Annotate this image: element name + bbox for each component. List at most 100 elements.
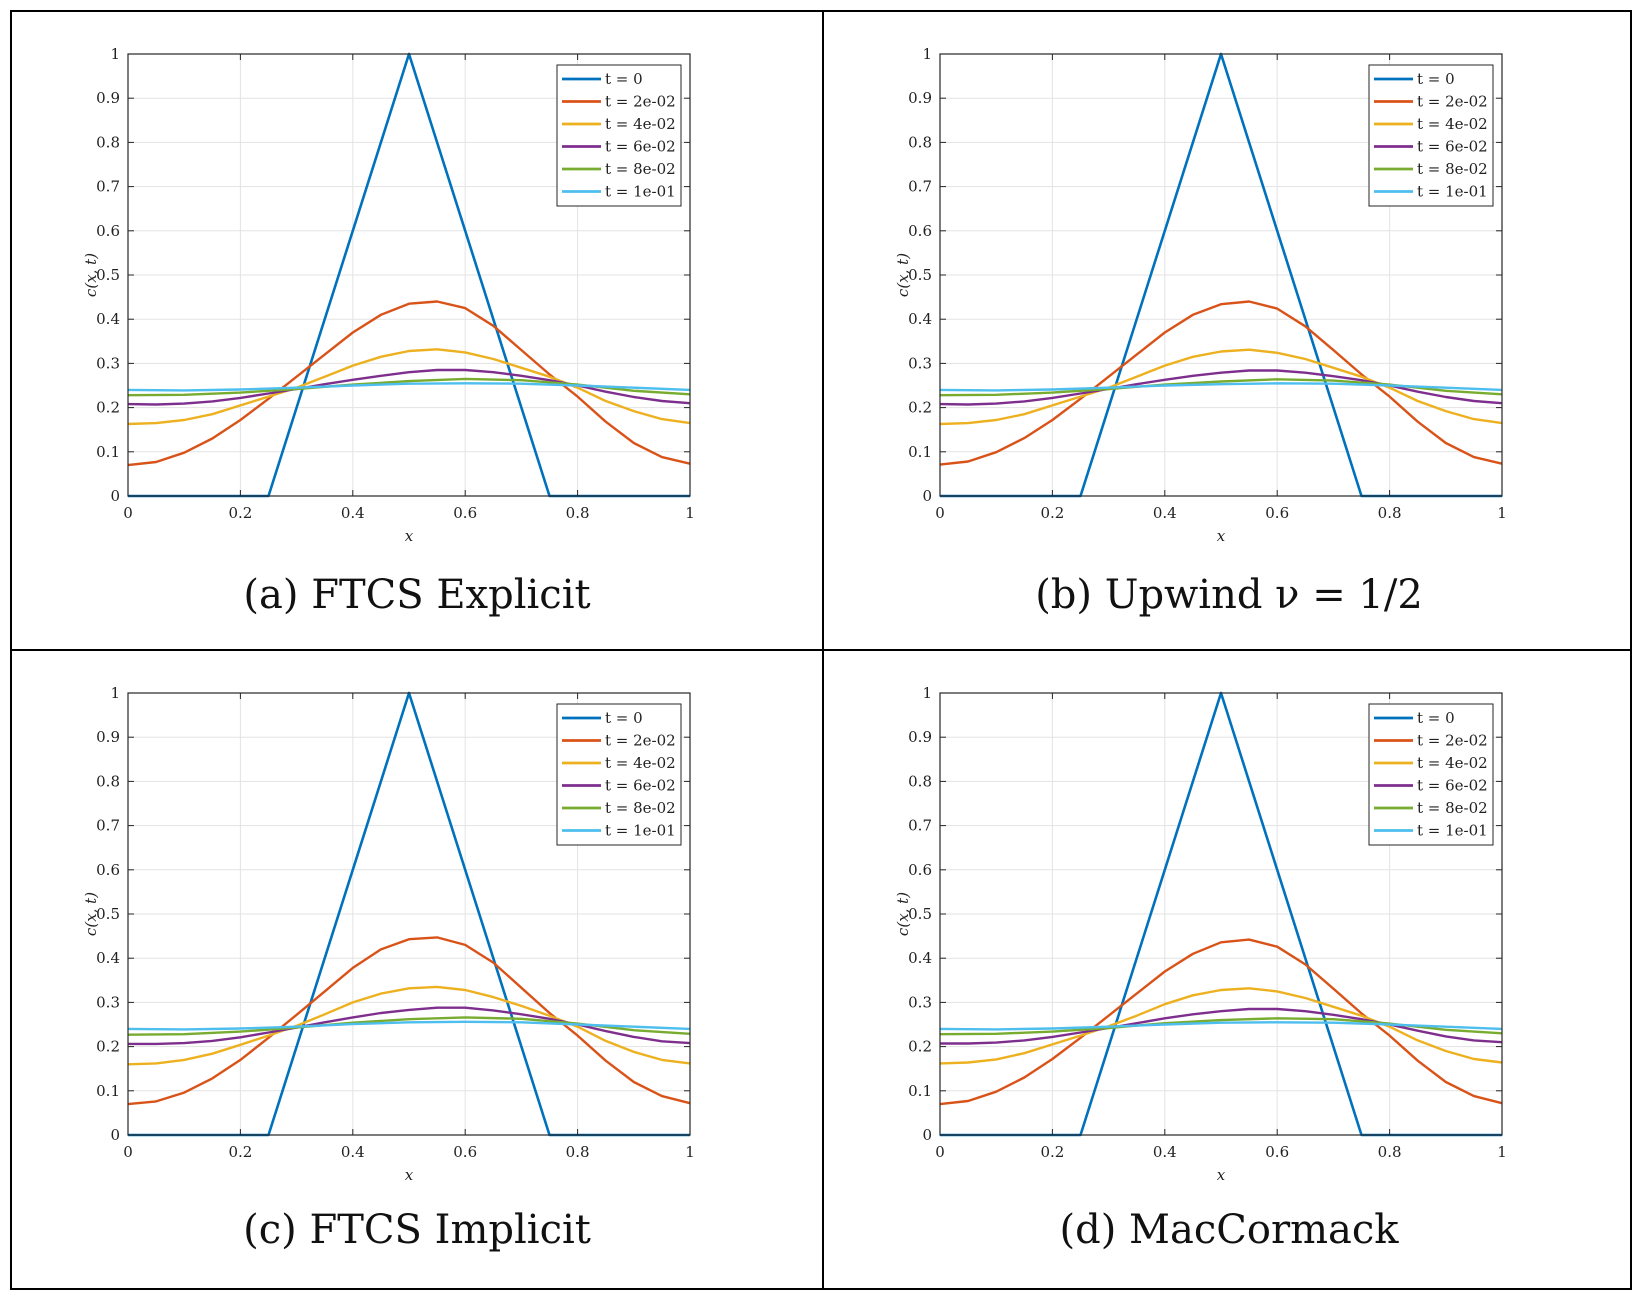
chart-0-series-line-5 [127, 382, 691, 392]
chart-2-xtick-label-2: 0.4 [341, 1143, 365, 1161]
chart-0-legend [556, 64, 682, 207]
chart-2-ytick-label-9: 0.9 [96, 728, 120, 746]
chart-2-xtick-label-1: 0.2 [228, 1143, 252, 1161]
chart-3-ylabel: c(x, t) [894, 892, 912, 936]
chart-0-ytick-label-7: 0.7 [96, 178, 120, 196]
chart-3-series-line-1 [939, 938, 1503, 1106]
chart-1-xlabel: x [1217, 527, 1226, 545]
chart-2-ytick-label-1: 0.1 [96, 1082, 120, 1100]
chart-1-ytick-label-5: 0.5 [908, 266, 932, 284]
chart-1-ytick-label-8: 0.8 [908, 133, 932, 151]
chart-0-xtick-label-0: 0 [123, 504, 133, 522]
chart-2-legend-label-2: t = 4e-02 [605, 754, 676, 772]
chart-0-series-line-3 [127, 368, 691, 406]
chart-1-legend-label-5: t = 1e-01 [1417, 183, 1488, 201]
chart-3-legend-label-1: t = 2e-02 [1417, 732, 1488, 750]
chart-0-ytick-label-3: 0.3 [96, 354, 120, 372]
chart-2-xtick-label-4: 0.8 [566, 1143, 590, 1161]
chart-1-series-line-1 [939, 300, 1503, 466]
chart-1-ytick-label-0: 0 [922, 487, 932, 505]
chart-3-xtick-label-5: 1 [1497, 1143, 1507, 1161]
chart-3-ytick-label-9: 0.9 [908, 728, 932, 746]
chart-1-legend-label-1: t = 2e-02 [1417, 93, 1488, 111]
chart-0-xtick-label-4: 0.8 [566, 504, 590, 522]
chart-0-xtick-label-3: 0.6 [453, 504, 477, 522]
chart-3-legend-label-4: t = 8e-02 [1417, 799, 1488, 817]
chart-0-legend-label-5: t = 1e-01 [605, 183, 676, 201]
chart-3-series-line-2 [939, 987, 1503, 1065]
chart-2-legend-label-4: t = 8e-02 [605, 799, 676, 817]
chart-3-legend-label-0: t = 0 [1417, 709, 1455, 727]
chart-1-legend-label-2: t = 4e-02 [1417, 115, 1488, 133]
chart-1-legend [1368, 64, 1494, 207]
chart-1-legend-label-0: t = 0 [1417, 70, 1455, 88]
chart-0-xtick-label-1: 0.2 [228, 504, 252, 522]
chart-d-svg: 0 0.2 0.4 0.6 0.8 1 0 0.1 0.2 0.3 0.4 0.5 0.6 0.7 0.8 0… [894, 684, 1507, 1184]
chart-1-ytick-label-6: 0.6 [908, 222, 932, 240]
chart-0-xtick-label-2: 0.4 [341, 504, 365, 522]
panel-b: 0 0.2 0.4 0.6 0.8 1 0 0.1 0.2 0.3 0.4 0.5 0.6 0.7 0.8 0… [824, 12, 1634, 648]
chart-0-legend-label-2: t = 4e-02 [605, 115, 676, 133]
chart-3-xtick-label-2: 0.4 [1153, 1143, 1177, 1161]
chart-1-xtick-label-3: 0.6 [1265, 504, 1289, 522]
chart-3-legend [1368, 703, 1494, 846]
chart-3-ytick-label-10: 1 [922, 684, 932, 702]
chart-3-xtick-label-4: 0.8 [1378, 1143, 1402, 1161]
chart-0-ytick-label-8: 0.8 [96, 133, 120, 151]
chart-2-ytick-label-2: 0.2 [96, 1038, 120, 1056]
chart-2-legend-label-0: t = 0 [605, 709, 643, 727]
chart-3-ytick-label-1: 0.1 [908, 1082, 932, 1100]
chart-0-legend-label-3: t = 6e-02 [605, 138, 676, 156]
chart-3-xtick-label-3: 0.6 [1265, 1143, 1289, 1161]
chart-1-ytick-label-9: 0.9 [908, 89, 932, 107]
chart-1-legend-label-4: t = 8e-02 [1417, 160, 1488, 178]
chart-1-ytick-label-2: 0.2 [908, 399, 932, 417]
chart-2-series-line-5 [127, 1020, 691, 1031]
chart-3-xtick-label-0: 0 [935, 1143, 945, 1161]
caption-c: (c) FTCS Implicit [12, 1207, 822, 1253]
chart-0-legend-label-4: t = 8e-02 [605, 160, 676, 178]
chart-2-xtick-label-3: 0.6 [453, 1143, 477, 1161]
chart-3-ytick-label-5: 0.5 [908, 905, 932, 923]
chart-2-series-line-3 [128, 1006, 691, 1046]
chart-3-legend-label-5: t = 1e-01 [1417, 822, 1488, 840]
chart-1-ytick-label-4: 0.4 [908, 310, 932, 328]
chart-2-ytick-label-10: 1 [110, 684, 120, 702]
chart-2-ytick-label-6: 0.6 [96, 861, 120, 879]
caption-c-method: FTCS Implicit [309, 1207, 591, 1253]
chart-3-ytick-label-6: 0.6 [908, 861, 932, 879]
chart-1-ylabel: c(x, t) [894, 253, 912, 297]
chart-c-svg: 0 0.2 0.4 0.6 0.8 1 0 0.1 0.2 0.3 0.4 0.5 0.6 0.7 0.8 0… [82, 684, 695, 1184]
chart-0-ylabel: c(x, t) [82, 253, 100, 297]
chart-2-legend-label-3: t = 6e-02 [605, 777, 676, 795]
chart-1-ytick-label-10: 1 [922, 45, 932, 63]
chart-1-ytick-label-7: 0.7 [908, 178, 932, 196]
chart-2-ytick-label-3: 0.3 [96, 993, 120, 1011]
panel-d: 0 0.2 0.4 0.6 0.8 1 0 0.1 0.2 0.3 0.4 0.5 0.6 0.7 0.8 0… [824, 651, 1634, 1287]
chart-1-series-line-5 [939, 382, 1503, 392]
chart-a-svg: 0 0.2 0.4 0.6 0.8 1 0 0.1 0.2 0.3 0.4 0.5 0.6 0.7 0.8 0… [82, 45, 695, 545]
chart-0-xtick-label-5: 1 [685, 504, 695, 522]
chart-3-ytick-label-8: 0.8 [908, 772, 932, 790]
caption-a-label: (a) [243, 572, 299, 618]
chart-2-xtick-label-0: 0 [123, 1143, 133, 1161]
chart-1-series-line-2 [939, 348, 1503, 426]
caption-a-method: FTCS Explicit [311, 572, 591, 618]
chart-3-ytick-label-3: 0.3 [908, 993, 932, 1011]
chart-2-legend-label-5: t = 1e-01 [605, 822, 676, 840]
chart-0-xlabel: x [405, 527, 414, 545]
chart-1-ytick-label-3: 0.3 [908, 354, 932, 372]
chart-1-legend-label-3: t = 6e-02 [1417, 138, 1488, 156]
chart-2-ytick-label-7: 0.7 [96, 817, 120, 835]
chart-2-series-line-2 [127, 985, 691, 1066]
chart-2-series-line-1 [127, 936, 691, 1106]
chart-1-xtick-label-1: 0.2 [1040, 504, 1064, 522]
caption-d-method: MacCormack [1129, 1207, 1399, 1253]
chart-1-xtick-label-5: 1 [1497, 504, 1507, 522]
chart-3-ytick-label-0: 0 [922, 1126, 932, 1144]
caption-a: (a) FTCS Explicit [12, 572, 822, 618]
chart-2-xlabel: x [405, 1166, 414, 1184]
chart-0-ytick-label-1: 0.1 [96, 443, 120, 461]
chart-2-ytick-label-5: 0.5 [96, 905, 120, 923]
caption-b-method: Upwind ν = 1/2 [1104, 572, 1423, 618]
